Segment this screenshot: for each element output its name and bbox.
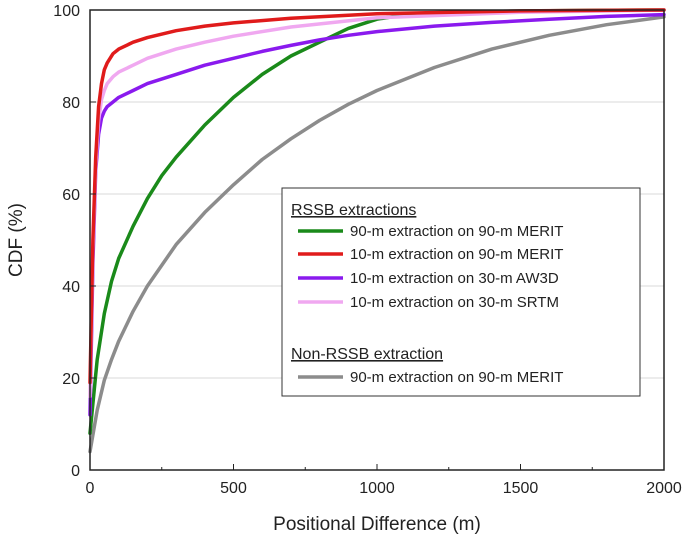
x-tick-label: 1000 xyxy=(359,480,395,497)
y-tick-label: 20 xyxy=(62,371,80,388)
legend-entry-label: 10-m extraction on 30-m SRTM xyxy=(350,294,559,311)
y-tick-label: 80 xyxy=(62,95,80,112)
legend-entry-label: 90-m extraction on 90-m MERIT xyxy=(350,369,563,386)
legend: RSSB extractions 90-m extraction on 90-m… xyxy=(281,187,641,397)
legend-group-heading-non-rssb: Non-RSSB extraction xyxy=(291,346,443,363)
x-tick-label: 2000 xyxy=(646,480,682,497)
legend-entry-label: 10-m extraction on 90-m MERIT xyxy=(350,246,563,263)
y-tick-label: 40 xyxy=(62,279,80,296)
legend-group-heading-rssb: RSSB extractions xyxy=(291,202,416,219)
x-tick-label: 1500 xyxy=(503,480,539,497)
series-lines xyxy=(88,8,666,454)
y-tick-label: 100 xyxy=(53,3,80,20)
y-tick-label: 0 xyxy=(71,463,80,480)
y-axis-label: CDF (%) xyxy=(6,203,27,277)
y-tick-label: 60 xyxy=(62,187,80,204)
x-axis-label: Positional Difference (m) xyxy=(273,514,481,535)
legend-entry-label: 90-m extraction on 90-m MERIT xyxy=(350,223,563,240)
x-tick-label: 500 xyxy=(220,480,247,497)
axis-ticks: 0 500 1000 1500 2000 0 20 40 60 80 100 xyxy=(53,3,682,497)
x-tick-label: 0 xyxy=(86,480,95,497)
series-line xyxy=(88,15,666,454)
legend-box xyxy=(281,187,641,397)
series-line xyxy=(88,12,666,417)
series-line xyxy=(88,8,666,385)
legend-entry-label: 10-m extraction on 30-m AW3D xyxy=(350,270,559,287)
